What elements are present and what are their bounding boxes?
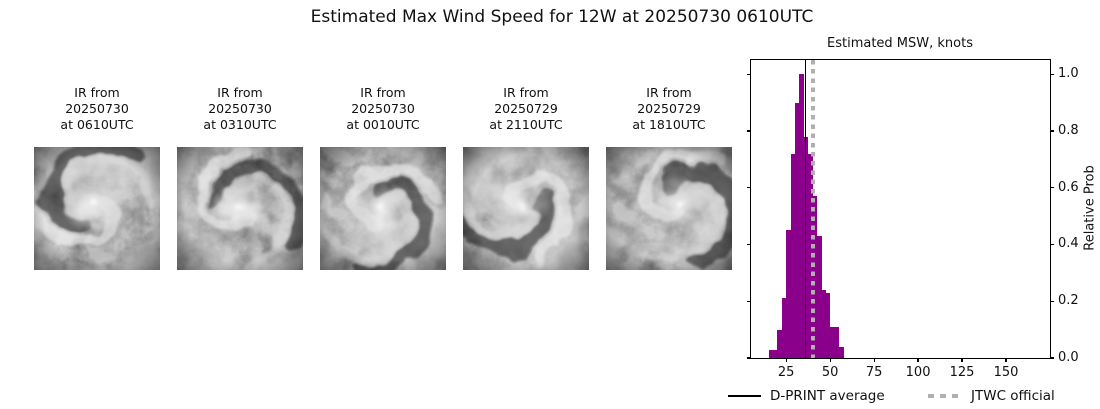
y-axis-tick-left — [747, 73, 751, 75]
histogram-bar — [799, 74, 805, 358]
jtwc-official-line — [810, 60, 815, 358]
x-axis-tick-label: 75 — [865, 365, 883, 380]
y-axis-tick-left — [747, 300, 751, 302]
y-axis-tick-right — [1050, 300, 1054, 302]
histogram-bar — [790, 153, 796, 358]
y-axis-tick-label: 1.0 — [1058, 66, 1079, 82]
ir-panel-2: IR from 20250730 at 0310UTC — [177, 85, 303, 270]
x-axis-tick — [785, 358, 787, 362]
histogram-bar — [768, 349, 774, 358]
dotted-line-swatch-icon — [928, 394, 962, 398]
y-axis-tick-left — [747, 130, 751, 132]
histogram-plot: 25 50 75 100 125 150 0.0 0.2 0.4 0.6 0.8 1.0 — [747, 59, 1079, 380]
x-axis-tick — [1005, 358, 1007, 362]
y-axis-tick-label: 0.4 — [1058, 236, 1079, 252]
x-axis-tick-label: 150 — [993, 365, 1019, 380]
y-axis-tick-left — [747, 187, 751, 189]
histogram-bars-area — [751, 60, 1050, 358]
x-axis-tick — [961, 358, 963, 362]
histogram-bar — [838, 346, 844, 358]
y-axis-tick-right — [1050, 187, 1054, 189]
x-axis-tick-label: 125 — [949, 365, 975, 380]
y-axis-tick-label: 0.6 — [1058, 179, 1079, 195]
y-axis-tick-label: 0.8 — [1058, 122, 1079, 138]
y-axis-tick-label: 0.0 — [1058, 350, 1079, 365]
dprint-average-line — [804, 60, 807, 358]
y-axis-label: Relative Prob — [1082, 165, 1098, 251]
page-title: Estimated Max Wind Speed for 12W at 2025… — [310, 7, 814, 27]
histogram-bar — [777, 329, 783, 358]
x-axis-tick — [829, 358, 831, 362]
histogram-bar — [821, 289, 827, 358]
histogram-bar — [772, 349, 778, 358]
ir-satellite-image — [463, 147, 589, 270]
ir-satellite-image — [34, 147, 160, 270]
histogram-title: Estimated MSW, knots — [827, 36, 973, 51]
y-axis-tick-right — [1050, 130, 1054, 132]
ir-panel-4: IR from 20250729 at 2110UTC — [463, 85, 589, 270]
ir-satellite-image — [320, 147, 446, 270]
ir-panel-label: IR from 20250730 at 0310UTC — [203, 85, 277, 132]
x-axis-tick — [873, 358, 875, 362]
ir-panel-label: IR from 20250729 at 1810UTC — [632, 85, 706, 132]
histogram-bar — [812, 196, 818, 358]
histogram-bar — [834, 326, 840, 358]
x-axis-tick-label: 50 — [821, 365, 839, 380]
ir-panel-label: IR from 20250730 at 0010UTC — [346, 85, 420, 132]
ir-satellite-image — [177, 147, 303, 270]
histogram-bar — [781, 298, 787, 358]
y-axis-tick-right — [1050, 357, 1054, 359]
x-axis-tick — [917, 358, 919, 362]
legend-item-jtwc: JTWC official — [928, 387, 1055, 405]
y-axis-tick-left — [747, 357, 751, 359]
y-axis-tick-right — [1050, 73, 1054, 75]
ir-satellite-image — [606, 147, 732, 270]
histogram-bar — [808, 153, 813, 358]
ir-panel-1: IR from 20250730 at 0610UTC — [34, 85, 160, 270]
ir-panel-label: IR from 20250730 at 0610UTC — [60, 85, 134, 132]
ir-panel-5: IR from 20250729 at 1810UTC — [606, 85, 732, 270]
histogram-bar — [786, 230, 791, 358]
histogram-bar — [825, 292, 831, 358]
y-axis-tick-left — [747, 243, 751, 246]
y-axis-tick-right — [1050, 243, 1054, 246]
histogram-bar — [794, 102, 800, 358]
x-axis-tick-label: 25 — [777, 365, 795, 380]
legend-item-dprint: D-PRINT average — [728, 387, 885, 405]
y-axis-tick-label: 0.2 — [1058, 293, 1079, 309]
ir-panel-label: IR from 20250729 at 2110UTC — [489, 85, 563, 132]
histogram-bar — [830, 326, 835, 358]
ir-panel-3: IR from 20250730 at 0010UTC — [320, 85, 446, 270]
solid-line-swatch-icon — [728, 395, 761, 397]
x-axis-tick-label: 100 — [905, 365, 931, 380]
histogram-bar — [816, 235, 822, 358]
